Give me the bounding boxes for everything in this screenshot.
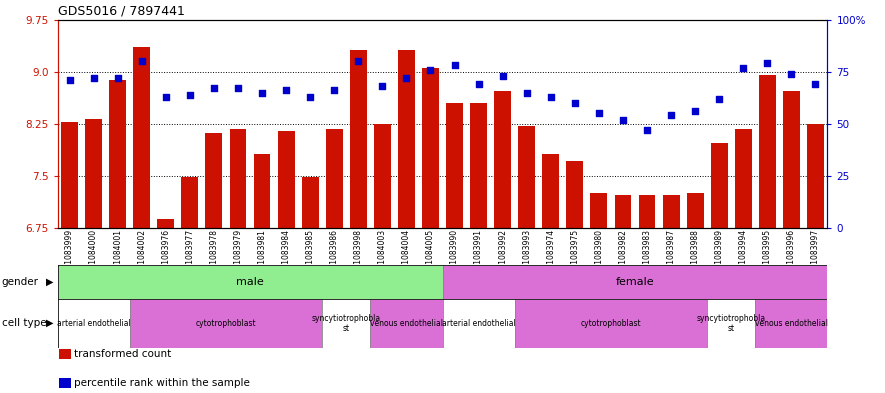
Bar	[254, 154, 271, 228]
Point	[784, 71, 798, 77]
Bar	[85, 119, 102, 228]
Bar	[205, 133, 222, 228]
Bar	[755, 299, 827, 348]
Bar	[590, 193, 607, 228]
Bar	[711, 143, 727, 228]
Point	[616, 116, 630, 123]
Bar	[470, 103, 487, 228]
Bar	[446, 103, 463, 228]
Point	[87, 75, 101, 81]
Bar	[158, 219, 174, 228]
Bar	[442, 265, 827, 299]
Bar	[422, 68, 439, 228]
Point	[519, 90, 534, 96]
Text: syncytiotrophobla
st: syncytiotrophobla st	[696, 314, 766, 333]
Text: ▶: ▶	[46, 277, 53, 287]
Bar	[494, 91, 511, 228]
Text: venous endothelial: venous endothelial	[755, 319, 827, 328]
Point	[664, 112, 678, 119]
Point	[568, 100, 582, 106]
Bar	[543, 154, 559, 228]
Text: ▶: ▶	[46, 318, 53, 328]
Bar	[707, 299, 755, 348]
Bar	[759, 75, 776, 228]
Bar	[326, 129, 342, 228]
Text: male: male	[236, 277, 264, 287]
Point	[63, 77, 77, 83]
Point	[736, 64, 750, 71]
Bar	[735, 129, 751, 228]
Point	[712, 95, 727, 102]
Text: cytotrophoblast: cytotrophoblast	[196, 319, 257, 328]
Bar	[58, 299, 130, 348]
Bar	[519, 126, 535, 228]
Point	[688, 108, 702, 114]
Point	[592, 110, 606, 117]
Bar	[398, 50, 415, 228]
Bar	[278, 131, 295, 228]
Text: GDS5016 / 7897441: GDS5016 / 7897441	[58, 5, 184, 18]
Text: cell type: cell type	[2, 318, 46, 328]
Bar	[302, 177, 319, 228]
Bar	[322, 299, 370, 348]
Bar	[374, 124, 391, 228]
Bar	[350, 50, 366, 228]
Point	[207, 85, 221, 92]
Point	[399, 75, 413, 81]
Bar	[515, 299, 707, 348]
Point	[423, 66, 437, 73]
Point	[327, 87, 342, 94]
Bar	[442, 299, 515, 348]
Bar	[566, 161, 583, 228]
Bar	[181, 177, 198, 228]
Text: gender: gender	[2, 277, 39, 287]
Point	[111, 75, 125, 81]
Point	[496, 73, 510, 79]
Text: transformed count: transformed count	[74, 349, 172, 359]
Text: female: female	[616, 277, 654, 287]
Point	[303, 94, 317, 100]
Point	[135, 58, 149, 64]
Bar	[614, 195, 631, 228]
Text: venous endothelial: venous endothelial	[370, 319, 442, 328]
Bar	[134, 48, 150, 228]
Bar	[229, 129, 246, 228]
Point	[760, 60, 774, 66]
Point	[158, 94, 173, 100]
Point	[183, 92, 197, 98]
Bar	[370, 299, 442, 348]
Bar	[58, 265, 442, 299]
Text: percentile rank within the sample: percentile rank within the sample	[74, 378, 250, 388]
Bar	[61, 122, 78, 228]
Bar	[807, 124, 824, 228]
Text: arterial endothelial: arterial endothelial	[57, 319, 130, 328]
Bar	[687, 193, 704, 228]
Point	[231, 85, 245, 92]
Point	[640, 127, 654, 133]
Point	[351, 58, 366, 64]
Point	[472, 81, 486, 87]
Text: syncytiotrophobla
st: syncytiotrophobla st	[312, 314, 381, 333]
Bar	[109, 80, 126, 228]
Point	[279, 87, 293, 94]
Bar	[130, 299, 322, 348]
Point	[448, 62, 462, 69]
Point	[543, 94, 558, 100]
Point	[255, 90, 269, 96]
Point	[375, 83, 389, 90]
Bar	[783, 91, 800, 228]
Text: cytotrophoblast: cytotrophoblast	[581, 319, 642, 328]
Text: arterial endothelial: arterial endothelial	[442, 319, 515, 328]
Bar	[663, 195, 680, 228]
Bar	[639, 195, 656, 228]
Point	[808, 81, 822, 87]
